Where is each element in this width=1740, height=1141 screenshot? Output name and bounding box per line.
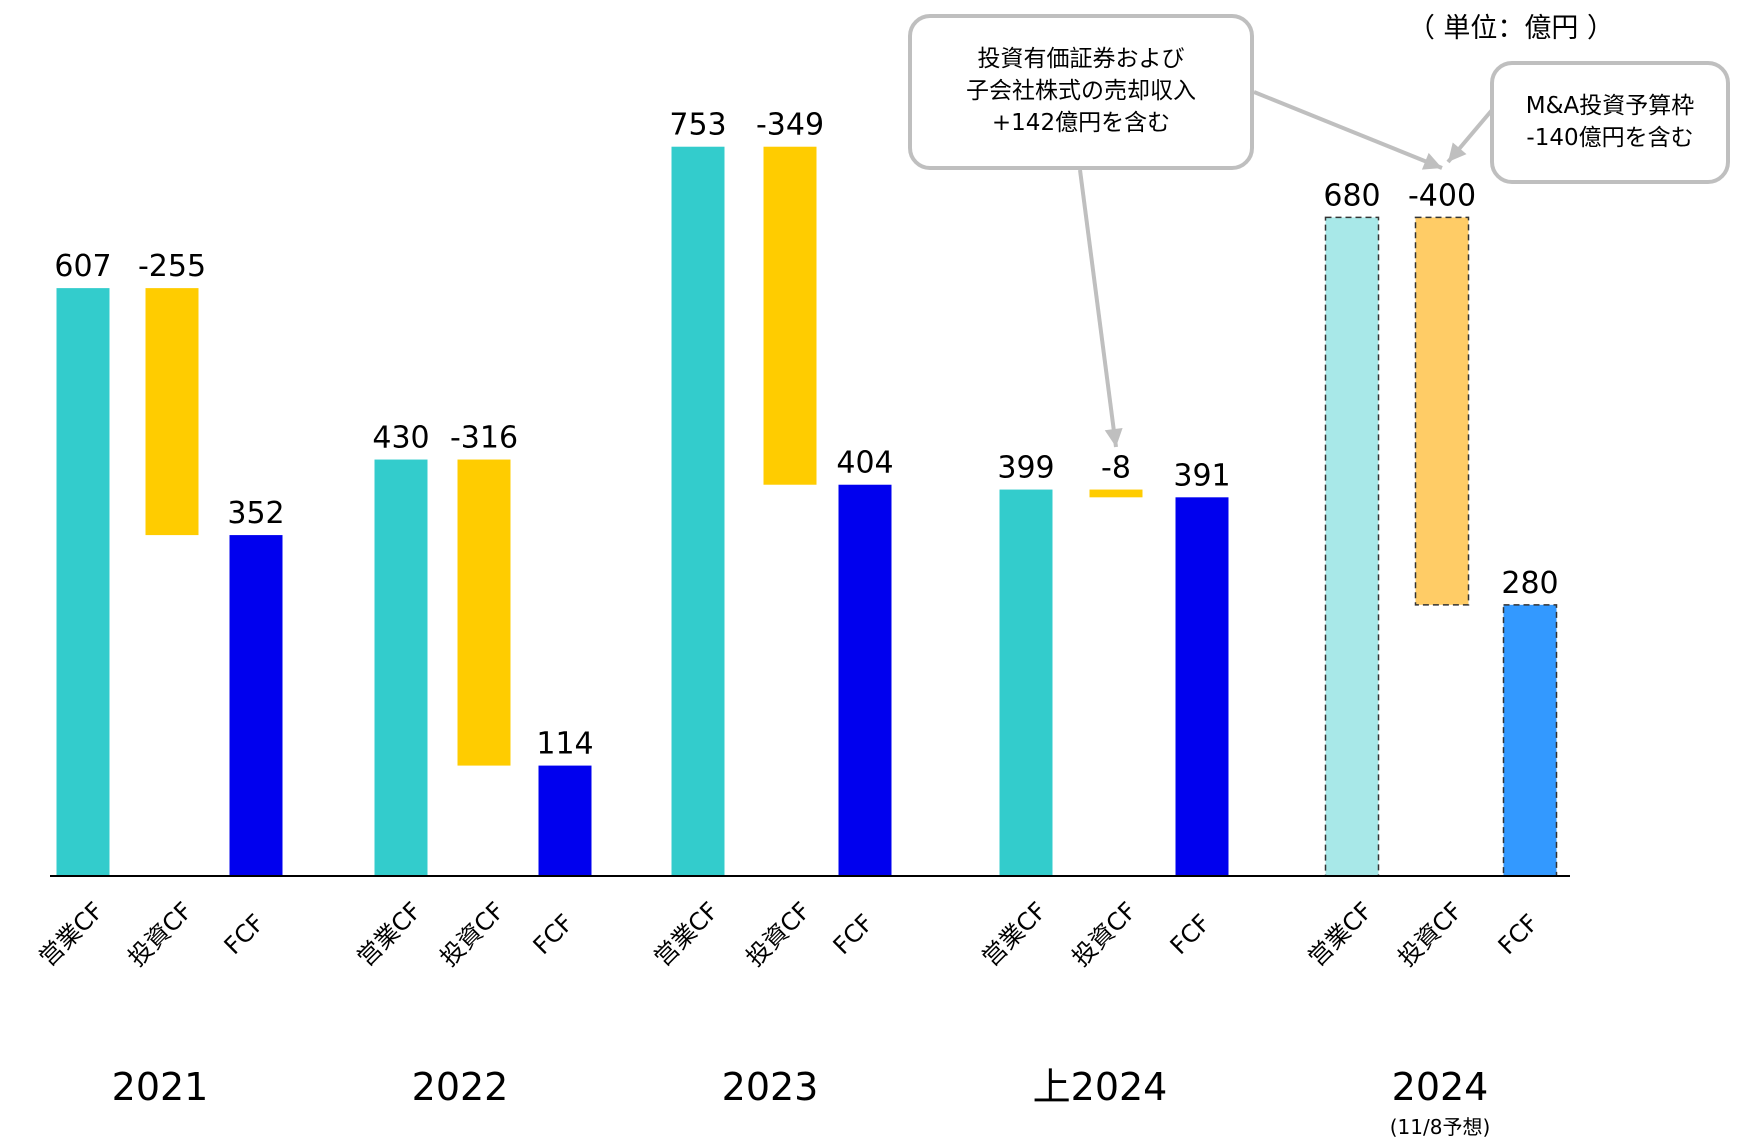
data-label: 114 <box>536 727 593 762</box>
group-label: 2022 <box>412 1065 509 1109</box>
category-tick-label: FCF <box>828 909 879 960</box>
data-label: -8 <box>1101 451 1131 486</box>
data-label: 404 <box>836 446 893 481</box>
category-tick-label: 投資CF <box>1393 897 1468 972</box>
category-tick-label: FCF <box>1165 909 1216 960</box>
data-label: 607 <box>54 249 111 284</box>
category-tick-label: FCF <box>1493 909 1544 960</box>
bar-operating-cf <box>56 288 110 877</box>
callout-line: 投資有価証券および <box>977 46 1185 73</box>
bar-investing-cf <box>763 146 817 485</box>
category-tick-label: 投資CF <box>123 897 198 972</box>
group-label: 2024 <box>1392 1065 1489 1109</box>
bars-layer <box>56 146 1558 877</box>
bar-fcf <box>538 765 592 876</box>
category-tick-label: FCF <box>219 909 270 960</box>
category-tick-label: 投資CF <box>435 897 510 972</box>
data-label: 399 <box>997 451 1054 486</box>
category-tick-label: 営業CF <box>34 897 109 972</box>
callout-ma-budget: M&A投資予算枠 -140億円を含む <box>1490 61 1730 184</box>
connector-to-investing-2024 <box>1253 90 1443 170</box>
bar-operating-cf <box>374 459 428 876</box>
group-sublabel: (11/8予想) <box>1390 1115 1491 1139</box>
data-label: 352 <box>227 496 284 531</box>
data-label: -316 <box>450 421 518 456</box>
data-label: 430 <box>372 421 429 456</box>
category-tick-label: 営業CF <box>649 897 724 972</box>
arrowhead <box>1448 142 1467 162</box>
unit-label: （ 単位：億円 ） <box>1407 13 1614 44</box>
data-label: 680 <box>1323 178 1380 213</box>
callout-line: M&A投資予算枠 <box>1525 92 1695 119</box>
bar-fcf <box>229 535 283 876</box>
arrowhead <box>1104 427 1123 447</box>
category-tick-label: 営業CF <box>352 897 427 972</box>
callout-line: 子会社株式の売却収入 <box>966 78 1196 105</box>
group-label: 2023 <box>722 1065 819 1109</box>
callout-line: -140億円を含む <box>1526 124 1694 151</box>
group-label: 上2024 <box>1033 1065 1168 1109</box>
category-tick-label: FCF <box>528 909 579 960</box>
connector-to-investing-1h2024 <box>1078 169 1118 448</box>
callout-line: +142億円を含む <box>991 109 1171 136</box>
callout-connectors <box>1078 90 1494 448</box>
bar-investing-cf <box>1414 216 1470 606</box>
bar-fcf <box>838 484 892 876</box>
data-label: -400 <box>1408 178 1476 213</box>
data-label: -255 <box>138 249 206 284</box>
bar-operating-cf <box>1324 216 1380 877</box>
category-tick-label: 営業CF <box>977 897 1052 972</box>
bar-investing-cf <box>145 288 199 536</box>
data-label: 280 <box>1501 566 1558 601</box>
bar-fcf <box>1502 604 1558 877</box>
arrowhead <box>1421 152 1442 170</box>
bar-investing-cf <box>1089 489 1143 498</box>
bar-investing-cf <box>457 459 511 766</box>
data-label: 753 <box>669 108 726 143</box>
callout-securities-sale: 投資有価証券および 子会社株式の売却収入 +142億円を含む <box>908 14 1254 170</box>
bar-fcf <box>1175 497 1229 876</box>
category-tick-label: 営業CF <box>1303 897 1378 972</box>
bar-operating-cf <box>671 146 725 877</box>
category-tick-label: 投資CF <box>1067 897 1142 972</box>
group-label: 2021 <box>112 1065 209 1109</box>
data-label: 391 <box>1173 458 1230 493</box>
bar-operating-cf <box>999 489 1053 876</box>
category-tick-label: 投資CF <box>741 897 816 972</box>
data-label: -349 <box>756 108 824 143</box>
